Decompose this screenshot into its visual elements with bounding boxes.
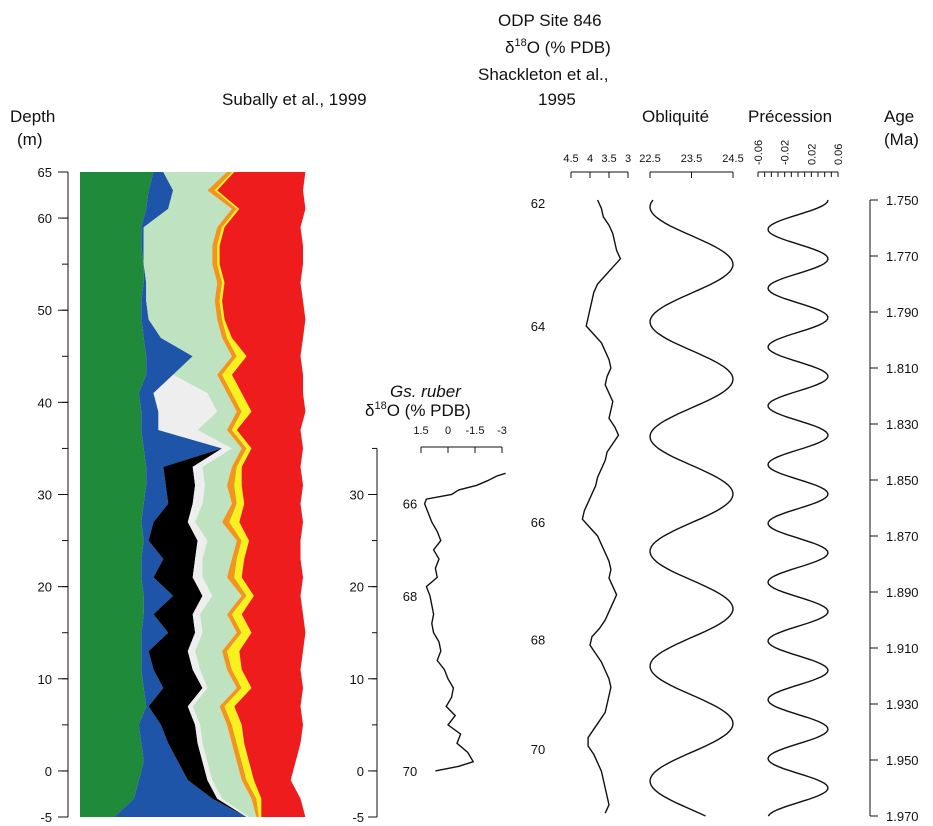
odp-tick-label: 4.5 [563,153,578,165]
odp-stage-label: 70 [531,742,545,757]
depth2-tick-label: 0 [357,764,364,779]
depth-tick-label: 40 [38,395,52,410]
depth-tick-label: 30 [38,488,52,503]
depth-tick-label: 10 [38,672,52,687]
age-tick-label: 1.870 [886,529,919,544]
age-tick-label: 1.750 [886,193,919,208]
obliquity-panel: 22.5 23.5 24.5 [639,153,744,817]
age-tick-label: 1.770 [886,249,919,264]
age-tick-label: 1.830 [886,417,919,432]
area-layer-light-green [143,172,257,817]
depth-tick-label: 0 [45,764,52,779]
ruber-isotope-line [423,472,506,772]
depth-tick-label: -5 [40,810,52,825]
age-axis: 1.750 1.770 1.790 1.810 1.830 1.850 1.870 1.890… [869,193,919,824]
depth2-tick-label: 30 [350,488,364,503]
ruber-tick-label: 0 [445,425,451,437]
odp-isotope-line [581,199,622,814]
ruber-panel: 1.5 0 -1.5 -3 66 68 70 [403,425,507,779]
precession-tick-label: -0.02 [780,140,792,165]
age-tick-label: 1.850 [886,473,919,488]
area-layer-light-grey [143,172,249,817]
depth-label: Depth [10,107,55,126]
obliquity-tick-label: 23.5 [681,153,702,165]
precession-tick-label: -0.06 [753,140,765,165]
depth-axis-secondary: 30 20 10 0 -5 [350,447,378,825]
ruber-tick-label: -1.5 [466,425,485,437]
precession-title: Précession [748,107,832,126]
obliquity-line [649,199,734,817]
odp-tick-label: 4 [587,153,593,165]
odp-stage-label: 62 [531,196,545,211]
ruber-tick-label: -3 [497,425,507,437]
age-tick-label: 1.790 [886,305,919,320]
depth2-tick-label: 20 [350,580,364,595]
precession-tick-label: 0.06 [833,144,845,165]
depth-axis: 65 60 50 40 30 20 10 0 -5 [38,165,69,825]
age-unit-label: (Ma) [884,130,919,149]
age-tick-label: 1.930 [886,697,919,712]
ruber-title: Gs. ruber [390,382,462,401]
precession-tick-label: 0.02 [806,144,818,165]
depth-unit-label: (m) [17,130,42,149]
obliquity-tick-label: 22.5 [639,153,660,165]
ruber-stage-label: 68 [403,589,417,604]
depth2-tick-label: 10 [350,672,364,687]
area-layer-red [217,172,306,817]
age-tick-label: 1.910 [886,641,919,656]
odp-year-label: 1995 [538,90,576,109]
depth-tick-label: 20 [38,580,52,595]
area-layer-black [143,172,247,817]
odp-stage-label: 64 [531,319,545,334]
area-layer-blue [114,172,247,817]
odp-title: ODP Site 846 [498,11,602,30]
odp-stage-label: 68 [531,633,545,648]
subally-title: Subally et al., 1999 [222,90,367,109]
depth2-tick-label: -5 [352,810,364,825]
ruber-stage-label: 66 [403,497,417,512]
area-layer-yellow [214,172,262,817]
odp-tick-label: 3 [625,153,631,165]
odp-isotope-label: δ18O (% PDB) [505,37,611,57]
depth-tick-label: 60 [38,211,52,226]
age-tick-label: 1.970 [886,809,919,824]
depth-tick-label: 65 [38,165,52,180]
odp-panel: 4.5 4 3.5 3 62 64 66 68 70 [531,153,631,814]
area-layer-green [80,172,154,817]
area-layer-orange [207,172,259,817]
precession-line [767,199,829,817]
age-tick-label: 1.950 [886,753,919,768]
ruber-stage-label: 70 [403,764,417,779]
odp-stage-label: 66 [531,515,545,530]
precession-panel: -0.06 -0.02 0.02 0.06 [753,140,845,817]
obliquity-tick-label: 24.5 [722,153,743,165]
ruber-tick-label: 1.5 [413,425,428,437]
age-tick-label: 1.810 [886,361,919,376]
stacked-area-plot [80,172,306,817]
age-label: Age [884,107,914,126]
obliquity-title: Obliquité [642,107,709,126]
depth-tick-label: 50 [38,303,52,318]
ruber-subtitle: δ18O (% PDB) [365,400,471,420]
odp-tick-label: 3.5 [601,153,616,165]
odp-source-label: Shackleton et al., [478,65,608,84]
age-tick-label: 1.890 [886,585,919,600]
